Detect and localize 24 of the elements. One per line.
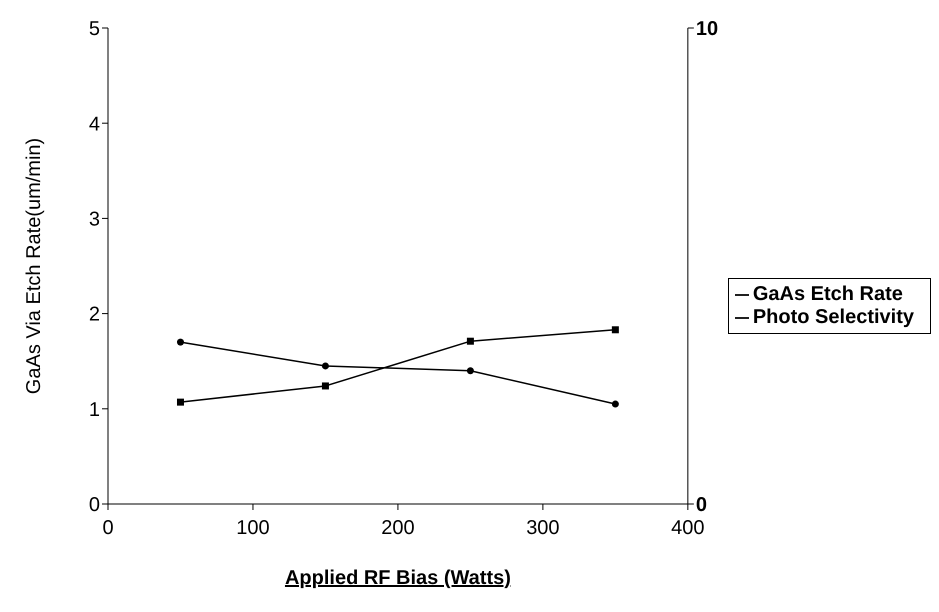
y2-tick-label: 10 <box>696 18 718 40</box>
x-tick-label: 300 <box>526 517 560 540</box>
point <box>612 326 619 334</box>
x-axis-title: Applied RF Bias (Watts) <box>284 567 511 589</box>
y-tick-label: 5 <box>88 18 100 40</box>
point <box>466 367 474 374</box>
x-tick-label: 400 <box>671 517 705 540</box>
x-tick-label: 100 <box>236 517 270 540</box>
point <box>322 362 329 370</box>
y-tick-label: 3 <box>88 208 100 230</box>
y-axis-title: GaAs Via Etch Rate(um/min) <box>23 138 46 394</box>
point <box>176 398 184 406</box>
y2-tick-label: 0 <box>696 494 707 516</box>
legend-label: Photo Selectivity <box>752 306 914 328</box>
point <box>466 338 474 345</box>
y-tick-label: 4 <box>88 113 100 136</box>
point <box>322 382 329 390</box>
point <box>176 338 184 346</box>
legend-label: GaAs Etch Rate <box>752 283 903 305</box>
y-tick-label: 1 <box>88 398 100 421</box>
x-tick-label: 200 <box>381 517 415 540</box>
y-tick-label: 2 <box>88 304 100 326</box>
y-tick-label: 0 <box>88 494 100 516</box>
point <box>612 400 619 408</box>
